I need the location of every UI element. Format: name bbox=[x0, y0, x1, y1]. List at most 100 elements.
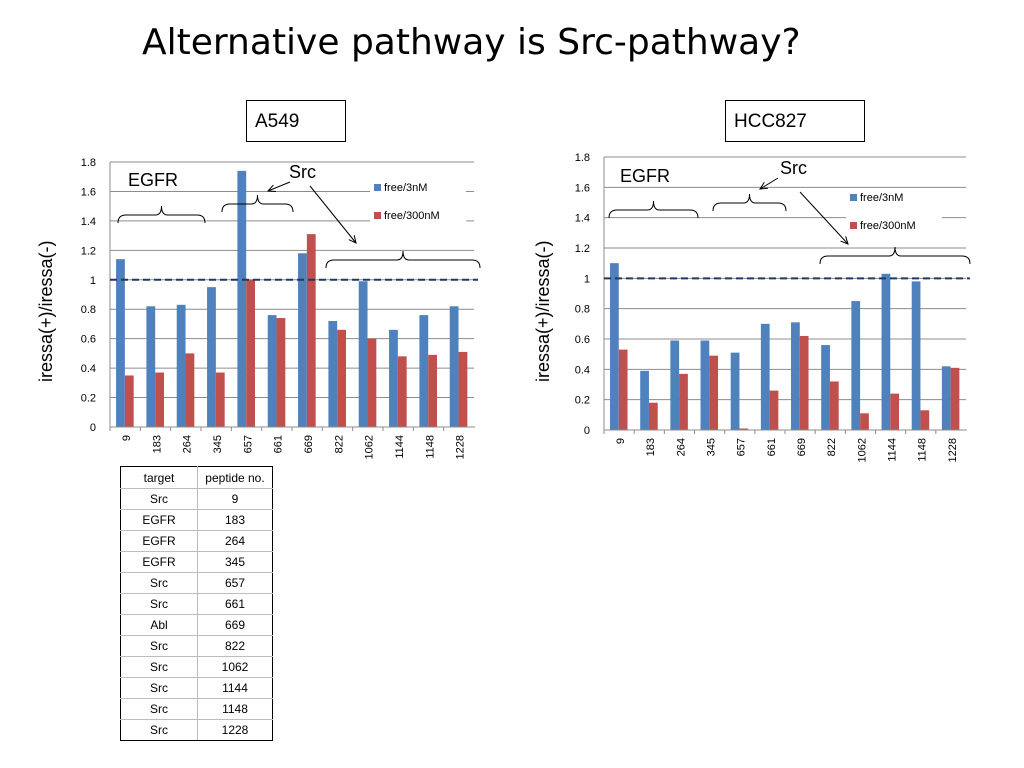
table-cell-target: Src bbox=[120, 593, 198, 615]
y-tick-label-hcc827: 1.4 bbox=[575, 213, 590, 225]
bar-a549-free-3nm bbox=[267, 315, 277, 427]
bar-hcc827-free-3nm bbox=[760, 323, 770, 430]
bar-a549-free-3nm bbox=[146, 306, 156, 427]
table-cell-peptide: 1144 bbox=[197, 677, 273, 699]
x-tick-label-a549: 9 bbox=[121, 435, 133, 441]
bar-a549-free-3nm bbox=[449, 306, 459, 427]
bar-a549-free-3nm bbox=[207, 287, 216, 427]
chart-title-hcc827: HCC827 bbox=[725, 100, 865, 142]
bar-hcc827-free-300nm bbox=[739, 428, 749, 430]
src-arrow-hcc827-head bbox=[759, 182, 769, 190]
bar-hcc827-free-300nm bbox=[890, 393, 900, 430]
bar-hcc827-free-300nm bbox=[769, 390, 779, 430]
y-tick-label-a549: 0.6 bbox=[81, 334, 96, 346]
bar-hcc827-free-3nm bbox=[700, 340, 710, 430]
x-tick-label-hcc827: 657 bbox=[736, 438, 748, 456]
bar-a549-free-300nm bbox=[428, 354, 437, 427]
table-header-peptide: peptide no. bbox=[197, 466, 273, 489]
src-group-arrow-hcc827 bbox=[799, 191, 849, 245]
bar-a549-free-300nm bbox=[276, 318, 286, 427]
bar-a549-free-300nm bbox=[337, 329, 346, 427]
src-arrow-a549-head bbox=[266, 184, 277, 192]
bar-hcc827-free-300nm bbox=[950, 367, 960, 430]
x-tick-label-hcc827: 669 bbox=[796, 438, 808, 456]
y-tick-label-a549: 1 bbox=[90, 275, 96, 287]
bar-a549-free-3nm bbox=[419, 315, 429, 427]
bar-hcc827-free-3nm bbox=[851, 301, 861, 430]
table-cell-target: Src bbox=[120, 677, 198, 699]
table-cell-target: EGFR bbox=[120, 530, 198, 552]
bar-a549-free-300nm bbox=[458, 351, 468, 427]
src-brace-a549 bbox=[221, 194, 294, 213]
y-tick-label-a549: 0.8 bbox=[81, 304, 96, 316]
legend-swatch-a549 bbox=[374, 212, 381, 219]
bar-a549-free-3nm bbox=[358, 281, 368, 427]
x-tick-label-a549: 822 bbox=[333, 435, 345, 453]
table-cell-peptide: 1228 bbox=[197, 719, 273, 741]
table-row: EGFR 264 bbox=[120, 530, 273, 552]
table-cell-peptide: 669 bbox=[197, 614, 273, 636]
x-tick-label-a549: 183 bbox=[151, 435, 163, 453]
src-arrow-a549 bbox=[267, 181, 291, 192]
y-tick-label-a549: 1.6 bbox=[81, 186, 96, 198]
y-tick-label-hcc827: 0.6 bbox=[575, 334, 590, 346]
table-cell-target: EGFR bbox=[120, 551, 198, 573]
table-row: Src 9 bbox=[120, 488, 273, 510]
y-tick-label-a549: 0 bbox=[90, 422, 96, 434]
bar-hcc827-free-300nm bbox=[829, 381, 839, 430]
bar-hcc827-free-300nm bbox=[679, 373, 688, 430]
bar-a549-free-3nm bbox=[116, 259, 125, 427]
x-tick-label-hcc827: 1228 bbox=[947, 438, 959, 462]
src-brace-hcc827 bbox=[712, 193, 787, 212]
y-tick-label-hcc827: 0.8 bbox=[575, 304, 590, 316]
table-row: Abl 669 bbox=[120, 614, 273, 636]
y-tick-label-a549: 1.8 bbox=[81, 157, 96, 169]
table-cell-peptide: 1148 bbox=[197, 698, 273, 720]
table-row: Src 1228 bbox=[120, 719, 273, 741]
bar-a549-free-3nm bbox=[389, 329, 398, 427]
table-cell-target: Src bbox=[120, 488, 198, 510]
table-row: Src 1144 bbox=[120, 677, 273, 699]
bar-hcc827-free-3nm bbox=[730, 352, 740, 430]
x-tick-label-hcc827: 1144 bbox=[886, 438, 898, 462]
table-cell-target: EGFR bbox=[120, 509, 198, 531]
src-annotation-a549: Src bbox=[289, 162, 316, 182]
bar-a549-free-300nm bbox=[306, 234, 316, 427]
x-tick-label-a549: 1228 bbox=[455, 435, 467, 459]
table-cell-peptide: 661 bbox=[197, 593, 273, 615]
bar-hcc827-free-3nm bbox=[791, 322, 800, 430]
x-tick-label-a549: 1148 bbox=[424, 435, 436, 459]
bar-a549-free-300nm bbox=[155, 372, 164, 427]
table-row: EGFR 345 bbox=[120, 551, 273, 573]
table-cell-target: Src bbox=[120, 719, 198, 741]
bar-hcc827-free-3nm bbox=[670, 340, 680, 430]
table-cell-target: Src bbox=[120, 698, 198, 720]
table-cell-target: Src bbox=[120, 656, 198, 678]
y-tick-label-hcc827: 0 bbox=[584, 425, 590, 437]
legend-swatch-a549 bbox=[374, 184, 381, 191]
peptide-table: target peptide no. Src 9 EGFR 183 EGFR 264 EGF… bbox=[120, 466, 273, 741]
bar-a549-free-3nm bbox=[328, 321, 338, 427]
src-group-brace-a549 bbox=[325, 250, 481, 269]
table-cell-peptide: 345 bbox=[197, 551, 273, 573]
table-cell-target: Src bbox=[120, 572, 198, 594]
bar-a549-free-3nm bbox=[176, 304, 186, 427]
table-cell-peptide: 183 bbox=[197, 509, 273, 531]
y-tick-label-hcc827: 1.6 bbox=[575, 182, 590, 194]
table-cell-peptide: 9 bbox=[197, 488, 273, 510]
table-cell-peptide: 822 bbox=[197, 635, 273, 657]
bar-a549-free-3nm bbox=[298, 253, 307, 427]
table-cell-peptide: 1062 bbox=[197, 656, 273, 678]
bar-hcc827-free-300nm bbox=[920, 410, 930, 430]
bar-a549-free-300nm bbox=[367, 338, 377, 427]
src-group-arrow-a549-head bbox=[348, 235, 357, 244]
bar-hcc827-free-300nm bbox=[618, 349, 628, 430]
x-tick-label-a549: 1144 bbox=[394, 435, 406, 459]
src-group-brace-hcc827 bbox=[819, 246, 971, 265]
y-tick-label-a549: 0.4 bbox=[81, 363, 96, 375]
src-annotation-hcc827: Src bbox=[780, 158, 807, 178]
table-row: EGFR 183 bbox=[120, 509, 273, 531]
src-group-arrow-hcc827-head bbox=[840, 236, 849, 245]
bar-a549-free-300nm bbox=[185, 353, 195, 427]
